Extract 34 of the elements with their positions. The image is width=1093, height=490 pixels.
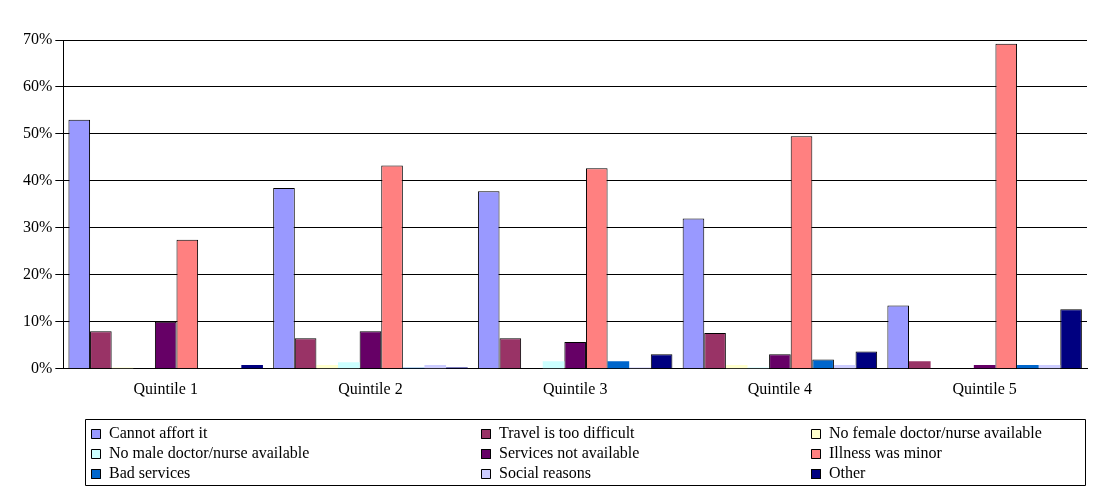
bar xyxy=(338,362,360,369)
bar xyxy=(542,361,565,369)
legend-label: Travel is too difficult xyxy=(499,424,636,442)
x-tick-label: Quintile 5 xyxy=(952,379,1017,397)
bar xyxy=(973,365,996,369)
y-tick-label: 10% xyxy=(23,312,53,330)
bar xyxy=(833,365,856,369)
bar xyxy=(607,361,630,369)
legend-label: Illness was minor xyxy=(829,444,943,462)
legend-label: Other xyxy=(829,464,867,482)
bar xyxy=(725,365,748,369)
y-tick-label: 70% xyxy=(23,30,53,48)
legend-label: Bad services xyxy=(109,464,191,482)
legend-label: No male doctor/nurse available xyxy=(109,444,310,462)
x-tick-label: Quintile 3 xyxy=(542,379,608,397)
legend-label: Services not available xyxy=(499,444,640,462)
x-tick-label: Quintile 4 xyxy=(747,379,813,397)
bar xyxy=(909,361,931,369)
y-tick-label: 0% xyxy=(31,359,53,376)
legend-label: No female doctor/nurse available xyxy=(829,424,1042,442)
bar xyxy=(1017,365,1039,369)
bar xyxy=(241,365,263,369)
x-tick-label: Quintile 1 xyxy=(133,379,198,397)
y-tick-label: 40% xyxy=(23,171,53,189)
x-tick-label: Quintile 2 xyxy=(338,379,403,397)
legend-label: Cannot affort it xyxy=(109,424,208,442)
legend-label: Social reasons xyxy=(499,464,591,482)
y-tick-label: 20% xyxy=(23,265,53,283)
bar xyxy=(424,365,447,369)
bar xyxy=(316,365,339,369)
y-tick-label: 50% xyxy=(23,124,53,142)
y-tick-label: 60% xyxy=(23,77,53,95)
bar xyxy=(1038,365,1061,369)
y-tick-label: 30% xyxy=(23,218,53,236)
